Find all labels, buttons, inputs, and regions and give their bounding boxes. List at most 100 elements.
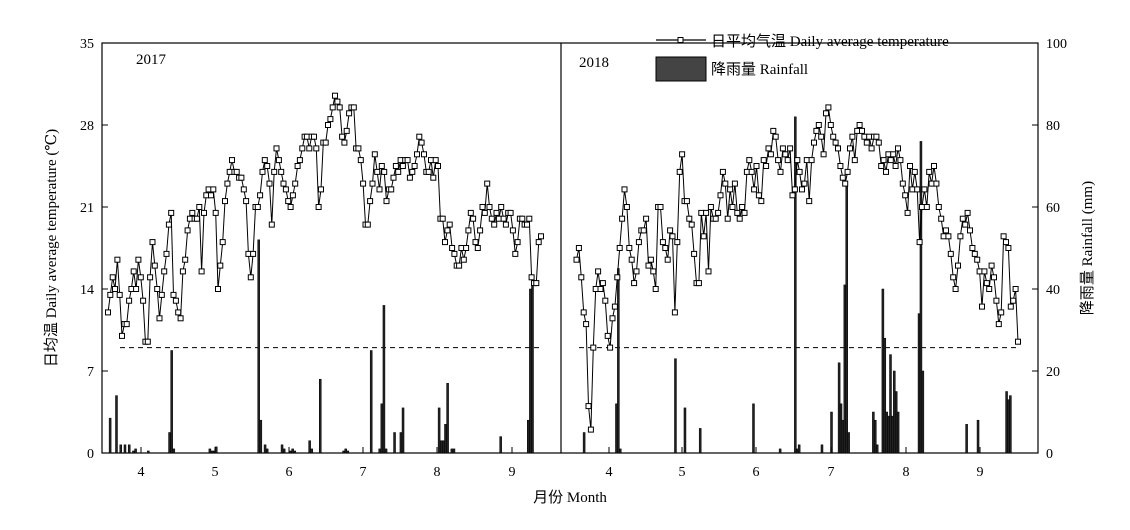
temperature-point (933, 180, 940, 187)
temperature-point (650, 268, 657, 275)
temperature-point (851, 157, 858, 164)
rainfall-bar (1009, 395, 1012, 454)
temperature-point (904, 209, 911, 216)
temperature-line-2018 (573, 104, 1021, 433)
temperature-point (296, 157, 303, 164)
temperature-point (635, 239, 642, 246)
right-y-tick-label: 20 (1046, 365, 1060, 380)
temperature-point (779, 145, 786, 152)
rainfall-bar (308, 440, 311, 454)
temperature-point (329, 104, 336, 111)
temperature-point (607, 344, 614, 351)
temperature-point (371, 151, 378, 158)
temperature-point (306, 145, 313, 152)
rainfall-bar (582, 432, 586, 454)
temperature-point (416, 133, 423, 140)
temperature-point (794, 157, 801, 164)
rainfall-bar (450, 448, 454, 454)
temperature-point (770, 127, 777, 134)
temperature-point (467, 209, 474, 216)
rainfall-bar (282, 448, 286, 454)
legend-temperature-marker (677, 37, 684, 43)
legend-temperature-label: 日平均气温 Daily average temperature (711, 33, 949, 50)
rainfall-bar (921, 370, 925, 454)
temperature-point (439, 215, 446, 222)
temperature-point (109, 274, 116, 281)
temperature-point (825, 104, 832, 111)
legend-rainfall-swatch (655, 56, 707, 82)
temperature-point (777, 168, 784, 175)
temperature-point (299, 145, 306, 152)
temperature-point (839, 174, 846, 181)
temperature-point (873, 133, 880, 140)
rainfall-bar (384, 448, 388, 454)
month-tick-label: 9 (509, 465, 516, 480)
temperature-point (383, 198, 390, 205)
temperature-point (215, 286, 221, 292)
temperature-point (943, 227, 949, 234)
temperature-point (360, 180, 367, 187)
temperature-point (667, 227, 674, 234)
temperature-point (1007, 303, 1014, 310)
left-y-tick-label: 21 (80, 201, 94, 216)
temperature-point (760, 157, 767, 164)
temperature-point (784, 157, 791, 164)
temperature-point (971, 250, 978, 257)
temperature-point (849, 133, 856, 140)
temperature-point (983, 280, 990, 287)
rainfall-bar (210, 450, 214, 454)
temperature-point (175, 309, 182, 316)
rainfall-bar (263, 444, 267, 454)
right-y-tick-label: 80 (1046, 119, 1060, 134)
rainfall-bar (820, 444, 824, 454)
left-y-tick-label: 14 (80, 283, 94, 298)
temperature-point (161, 268, 168, 275)
month-tick-label: 7 (828, 465, 835, 480)
temperature-point (325, 122, 331, 128)
temperature-point (156, 315, 163, 322)
temperature-point (835, 145, 841, 152)
rainfall-bar (108, 417, 112, 454)
rainfall-bar (619, 448, 622, 454)
rainfall-bar (123, 444, 127, 454)
temperature-point (182, 256, 189, 263)
rainfall-bar (444, 424, 447, 454)
temperature-point (979, 303, 985, 310)
rainfall-bar (115, 395, 118, 454)
rainfall-bar (889, 354, 892, 454)
temperature-point (866, 133, 873, 140)
temperature-point (782, 151, 789, 158)
temperature-point (1010, 297, 1017, 304)
rainfall-bar (393, 432, 396, 454)
temperature-point (116, 291, 123, 298)
rainfall-bar (119, 444, 122, 454)
temperature-point (787, 145, 794, 152)
rainfall-bar (168, 432, 171, 454)
temperature-point (962, 221, 969, 228)
temperature-point (815, 122, 822, 128)
temperature-point (957, 233, 964, 240)
temperature-point (919, 204, 925, 210)
rainfall-bar (401, 407, 405, 454)
month-tick-label: 6 (286, 465, 293, 480)
temperature-point (112, 286, 118, 292)
temperature-point (126, 297, 133, 304)
temperature-point (509, 227, 516, 234)
temperature-point (856, 122, 863, 128)
rainfall-bar (208, 448, 212, 454)
temperature-point (674, 239, 681, 246)
temperature-point (484, 180, 491, 187)
axis-ticks: 0 7 14 21 28 35 0 20 40 60 80 100 4 5 6 7 8 9 4 5 6 7 8 9 (80, 37, 1067, 480)
temperature-point (662, 245, 669, 251)
rainfall-bar (259, 419, 263, 454)
temperature-point (163, 250, 170, 257)
temperature-point (147, 274, 154, 281)
rainfall-bar (976, 419, 980, 454)
temperature-point (578, 274, 585, 281)
temperature-point (498, 204, 505, 210)
temperature-point (336, 104, 343, 111)
temperature-point (602, 297, 609, 304)
temperature-point (724, 215, 731, 222)
temperature-point (827, 122, 834, 128)
temperature-point (311, 133, 317, 140)
